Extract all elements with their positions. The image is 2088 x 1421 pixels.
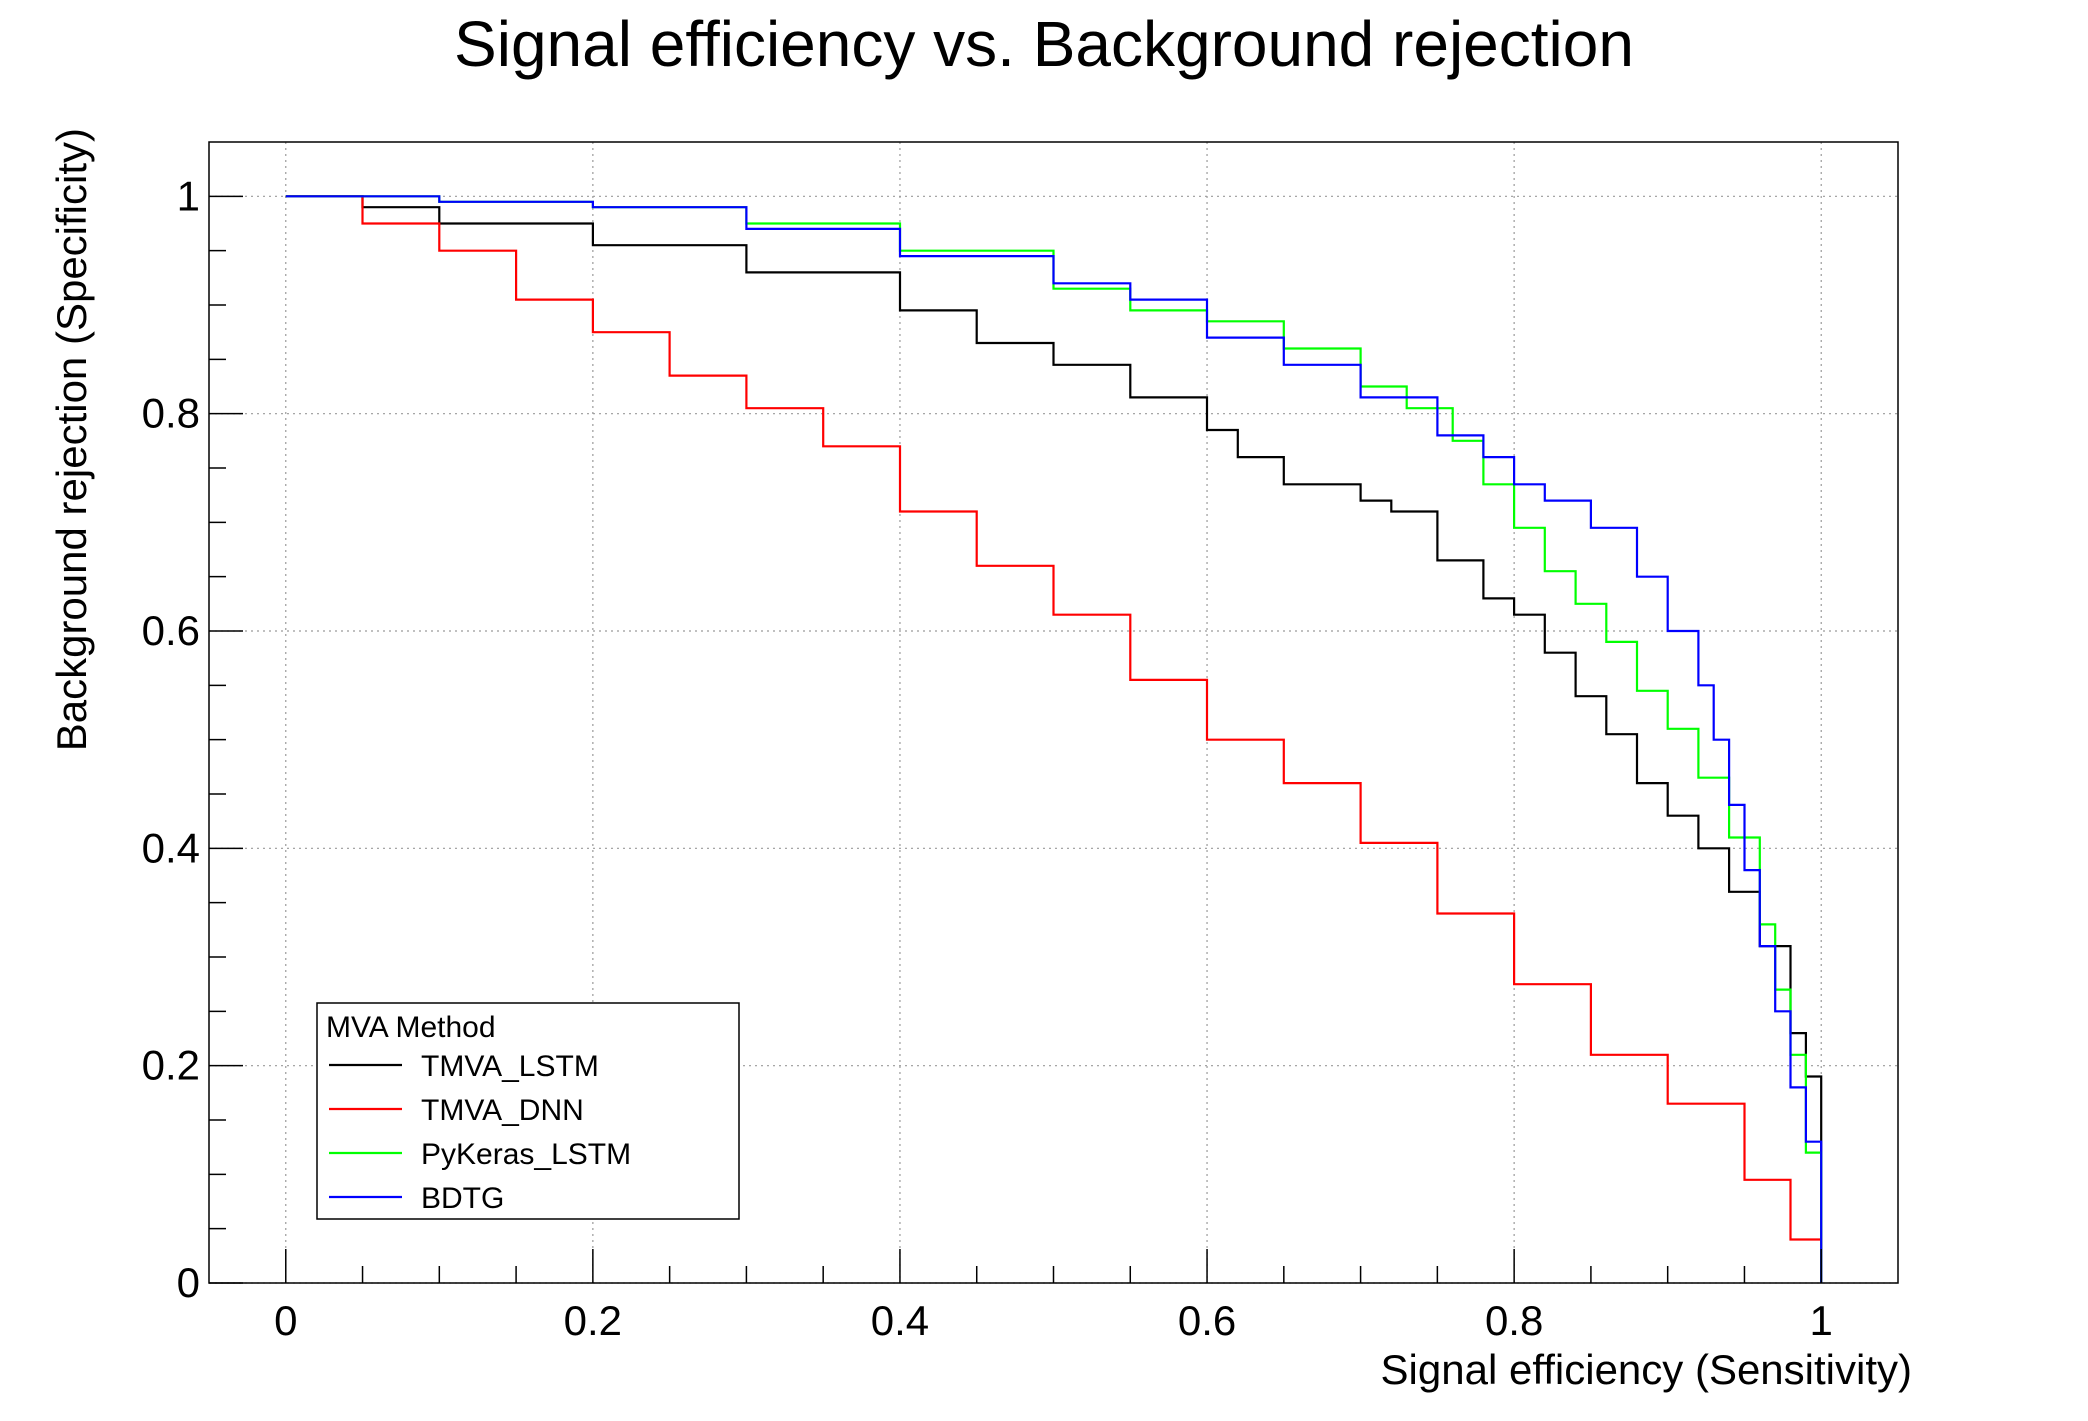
x-tick-label: 0.2 — [564, 1297, 622, 1344]
x-tick-label: 0.8 — [1485, 1297, 1543, 1344]
legend-entries: TMVA_LSTM TMVA_DNN PyKeras_LSTM BDTG — [329, 1050, 631, 1215]
x-tick-label: 1 — [1810, 1297, 1833, 1344]
legend: MVA Method TMVA_LSTM TMVA_DNN PyKeras_LSTM… — [316, 1002, 740, 1220]
y-tick-label: 1 — [177, 172, 200, 219]
series-line-tmva-lstm — [285, 195, 1823, 1283]
legend-box — [316, 1002, 740, 1220]
series-line-pykeras-lstm — [285, 195, 1823, 1283]
x-tick-label: 0.4 — [871, 1297, 929, 1344]
series-line-bdtg — [285, 195, 1823, 1283]
series-line-tmva-dnn — [285, 195, 1823, 1283]
series-lines — [285, 195, 1823, 1283]
x-axis-label: Signal efficiency (Sensitivity) — [1381, 1346, 1912, 1393]
y-tick-label: 0 — [177, 1259, 200, 1306]
y-tick-label: 0.6 — [142, 607, 200, 654]
x-tick-label: 0.6 — [1178, 1297, 1236, 1344]
legend-label: PyKeras_LSTM — [421, 1138, 631, 1171]
y-axis-label: Background rejection (Specificity) — [48, 128, 95, 751]
legend-label: TMVA_LSTM — [421, 1050, 599, 1083]
legend-label: TMVA_DNN — [421, 1094, 584, 1127]
y-tick-label: 0.4 — [142, 824, 200, 871]
legend-title: MVA Method — [326, 1011, 496, 1044]
chart-title: Signal efficiency vs. Background rejecti… — [454, 8, 1634, 80]
legend-label: BDTG — [421, 1182, 504, 1215]
axes: 0 0.2 0.4 0.6 0.8 1 0 0.2 0.4 0.6 0.8 1 — [142, 172, 1833, 1344]
y-tick-label: 0.2 — [142, 1042, 200, 1089]
y-tick-label: 0.8 — [142, 390, 200, 437]
x-tick-label: 0 — [274, 1297, 297, 1344]
